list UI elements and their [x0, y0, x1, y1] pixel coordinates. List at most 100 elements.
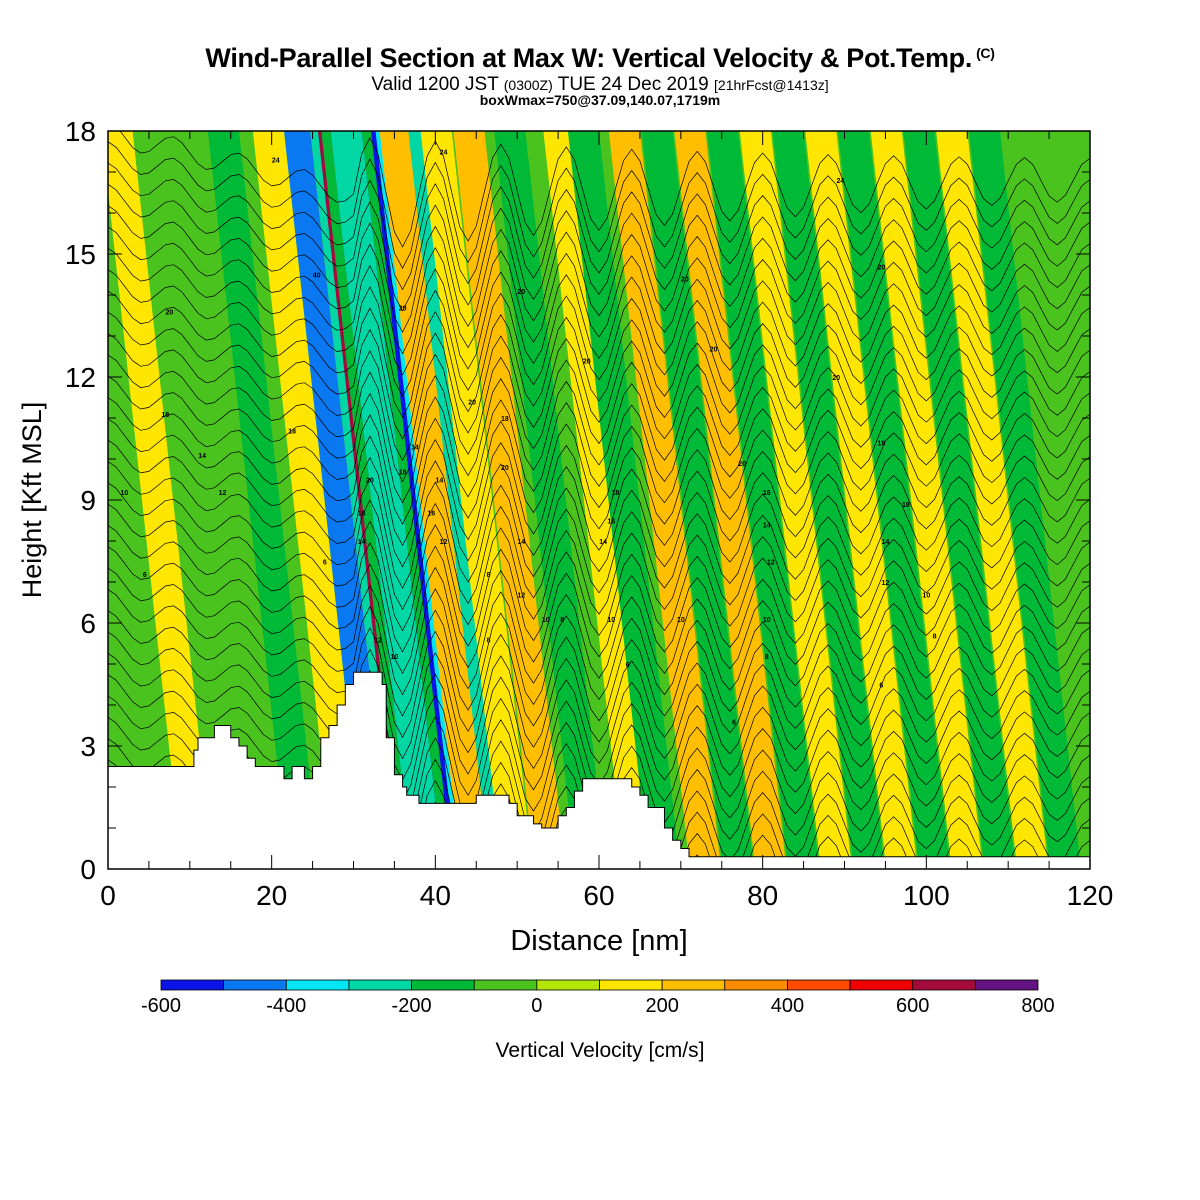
theta-contour-28	[108, 226, 1090, 355]
contour-label-24: 10	[120, 490, 128, 497]
colorbar-swatch	[160, 979, 225, 991]
contour-label-19: 18	[399, 469, 407, 476]
chart-subtitle: Valid 1200 JST (0300Z) TUE 24 Dec 2019 […	[0, 74, 1200, 96]
contour-label-18: 14	[411, 445, 419, 452]
contour-label-5: 20	[165, 309, 173, 316]
contour-label-11: 20	[832, 375, 840, 382]
contour-label-20: 14	[436, 478, 444, 485]
theta-contour-18	[108, 439, 1090, 568]
contour-label-54: 8	[765, 654, 769, 661]
w-band-20	[903, 131, 1016, 869]
colorbar-tick-label: -600	[141, 995, 181, 1017]
colorbar-swatch	[912, 979, 976, 991]
colorbar-label: Vertical Velocity [cm/s]	[496, 1039, 705, 1062]
contour-label-35: 12	[440, 539, 448, 546]
w-band-19	[870, 131, 983, 869]
contour-label-13: 18	[161, 412, 169, 419]
contour-label-29: 16	[358, 510, 366, 517]
contour-label-30: 16	[427, 510, 435, 517]
x-tick-label: 100	[903, 880, 950, 911]
x-tick-label: 120	[1067, 880, 1114, 911]
y-tick-label: 0	[80, 854, 96, 885]
colorbar-tick-label: 800	[1021, 995, 1054, 1017]
colorbar-tick-label: 200	[645, 995, 678, 1017]
theta-contour-22	[108, 354, 1090, 483]
x-tick-label: 0	[100, 880, 116, 911]
contour-label-37: 14	[599, 539, 607, 546]
contour-label-36: 14	[517, 539, 525, 546]
contour-label-21: 20	[366, 478, 374, 485]
colorbar-swatch	[724, 979, 788, 991]
contour-label-3: 40	[313, 273, 321, 280]
w-band-4	[379, 131, 492, 869]
vertical-velocity-field	[108, 131, 1081, 869]
colorbar-tick-label: -400	[266, 995, 306, 1017]
theta-contour-8	[108, 653, 1090, 781]
theta-contour-21	[108, 375, 1090, 504]
contour-label-28: 18	[902, 502, 910, 509]
contour-label-4: 20	[399, 305, 407, 312]
theta-contour-10	[108, 610, 1090, 738]
subtitle-date: TUE 24 Dec 2019	[557, 74, 709, 95]
y-tick-label: 9	[80, 485, 96, 516]
contour-label-55: 10	[391, 654, 399, 661]
x-axis: 0 20 40 60 80 100 120	[100, 131, 1113, 911]
colorbar-swatch	[348, 979, 412, 991]
chart-title: Wind-Parallel Section at Max W: Vertical…	[0, 43, 1200, 74]
subtitle-valid: Valid 1200 JST	[371, 74, 499, 95]
theta-contour-11	[108, 589, 1090, 717]
w-band-18	[837, 131, 951, 869]
colorbar-swatch	[536, 979, 600, 991]
contour-label-53: 8	[487, 637, 491, 644]
chart-box-info: boxWmax=750@37.09,140.07,1719m	[479, 92, 721, 108]
theta-contour-16	[108, 482, 1090, 611]
contour-label-25: 12	[219, 490, 227, 497]
w-band-14	[707, 131, 820, 869]
contour-label-57: 6	[879, 683, 883, 690]
theta-contour-19	[108, 418, 1090, 547]
contour-label-42: 8	[487, 572, 491, 579]
contour-label-45: 10	[922, 592, 930, 599]
theta-contour-17	[108, 461, 1090, 589]
contour-label-32: 14	[763, 523, 771, 530]
contour-label-22: 20	[501, 465, 509, 472]
colorbar-swatch	[223, 979, 287, 991]
y-tick-label: 3	[80, 731, 96, 762]
contour-label-47: 10	[542, 617, 550, 624]
x-axis-label: Distance [nm]	[510, 925, 687, 957]
contour-label-14: 18	[288, 428, 296, 435]
theta-contour-24	[108, 311, 1090, 440]
colorbar-tick-label: 400	[771, 995, 804, 1017]
w-band-16	[772, 131, 885, 869]
subtitle-forecast: [21hrFcst@1413z]	[714, 77, 829, 93]
y-tick-label: 6	[80, 608, 96, 639]
theta-contour-30	[108, 184, 1090, 312]
y-tick-label: 12	[65, 362, 96, 393]
colorbar-tick-labels: -600 -400 -200 0 200 400 600 800	[141, 995, 1055, 1017]
contour-labels: 24 24 24 40 20 20 20 20 20 20 20 20 20 18 18 18 18 14 14 18…	[120, 150, 936, 727]
colorbar-swatch	[661, 979, 726, 991]
contour-label-48: 8	[560, 617, 564, 624]
contour-label-44: 12	[517, 592, 525, 599]
contour-label-2: 24	[837, 178, 845, 185]
contour-label-51: 8	[933, 633, 937, 640]
colorbar	[160, 979, 1039, 991]
colorbar-swatch	[974, 979, 1039, 991]
colorbar-swatch	[473, 979, 538, 991]
theta-contour-33	[119, 131, 1090, 248]
y-axis: 0 3 6 9 12 15 18	[65, 116, 1090, 885]
contour-label-38: 14	[882, 539, 890, 546]
w-band-3	[330, 131, 443, 869]
x-tick-label: 60	[583, 880, 614, 911]
contour-label-52: 12	[374, 637, 382, 644]
colorbar-swatch	[787, 979, 851, 991]
copyright-mark: (C)	[976, 45, 995, 61]
w-band-22	[968, 131, 1081, 869]
colorbar-swatch	[411, 979, 475, 991]
contour-label-33: 14	[358, 539, 366, 546]
theta-contour-20	[108, 397, 1090, 525]
colorbar-swatch	[599, 979, 663, 991]
theta-contour-9	[108, 631, 1090, 760]
colorbar-tick-label: 600	[896, 995, 929, 1017]
